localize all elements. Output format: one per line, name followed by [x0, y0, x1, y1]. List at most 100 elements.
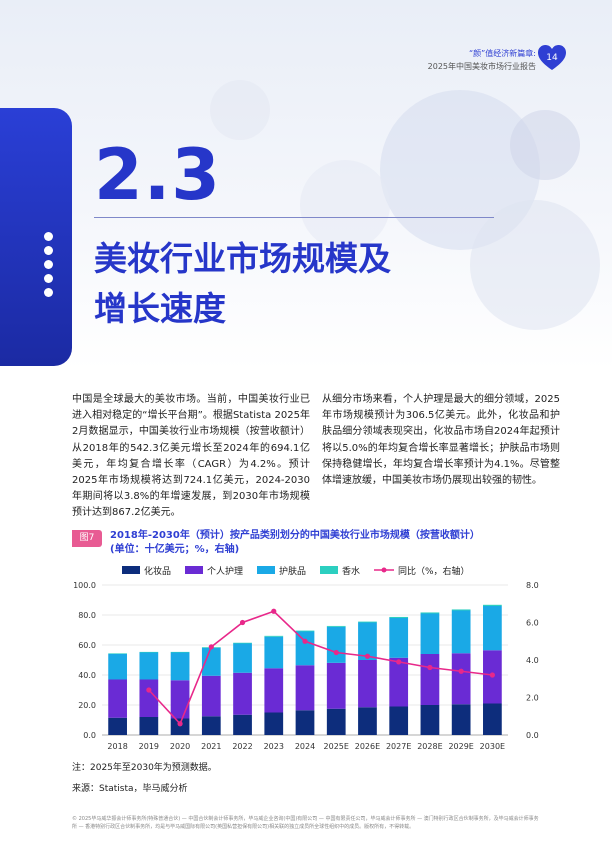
yoy-point	[208, 644, 214, 650]
legal-footer: © 2025毕马威华振会计师事务所(特殊普通合伙) — 中国合伙制会计师事务所，…	[72, 816, 539, 830]
bar-segment	[233, 672, 252, 715]
legend-swatch	[185, 566, 203, 574]
bar-segment	[170, 718, 190, 735]
section-title: 美妆行业市场规模及 增长速度	[94, 234, 391, 334]
decor-circle	[470, 200, 600, 330]
legend-label: 化妆品	[144, 565, 171, 577]
y-tick-left: 40.0	[78, 671, 96, 680]
bar-segment	[389, 616, 409, 618]
bar-segment	[420, 612, 440, 614]
bar-segment	[233, 642, 252, 644]
y-tick-right: 6.0	[526, 619, 539, 628]
section-title-line1: 美妆行业市场规模及	[94, 239, 391, 278]
bar-segment	[295, 631, 315, 666]
bar-segment	[264, 668, 284, 713]
yoy-line	[148, 610, 493, 726]
yoy-point	[239, 619, 246, 626]
y-tick-left: 0.0	[83, 731, 96, 740]
bar-segment	[451, 704, 471, 735]
bar-segment	[295, 665, 315, 711]
bar-segment	[451, 653, 471, 705]
y-tick-right: 8.0	[526, 581, 539, 590]
body-left-paragraph: 中国是全球最大的美妆市场。当前，中国美妆行业已进入相对稳定的“增长平台期”。根据…	[72, 394, 310, 519]
page-number: 14	[546, 53, 558, 63]
heart-icon: 14	[538, 45, 566, 70]
yoy-point	[302, 638, 308, 644]
figure-note: 注：2025年至2030年为预测数据。	[72, 763, 217, 773]
legend-label: 个人护理	[207, 565, 243, 577]
bar-segment	[295, 630, 315, 632]
x-tick-label: 2018	[107, 742, 127, 751]
hero-banner	[0, 0, 612, 370]
bar-segment	[139, 652, 159, 680]
bar-segment	[483, 703, 502, 735]
x-tick-label: 2026E	[355, 742, 380, 751]
x-tick-label: 2028E	[417, 742, 442, 751]
legend-label: 护肤品	[279, 565, 306, 577]
side-accent-panel	[0, 108, 72, 366]
bar-segment	[170, 652, 190, 681]
legend-swatch	[257, 566, 275, 574]
yoy-point	[271, 608, 277, 614]
bar-segment	[389, 657, 409, 707]
x-tick-label: 2021	[201, 742, 221, 751]
figure-title-line1: 2018年-2030年（预计）按产品类别划分的中国美妆行业市场规模（按营收额计）	[110, 530, 480, 541]
x-tick-label: 2027E	[386, 742, 411, 751]
y-tick-left: 60.0	[78, 641, 96, 650]
legend-label: 香水	[342, 565, 360, 577]
figure-title-line2: (单位：十亿美元；%，右轴)	[110, 544, 240, 555]
report-header: “颜”值经济新篇章: 2025年中国美妆市场行业报告	[428, 47, 536, 73]
bar-segment	[358, 622, 377, 660]
y-tick-left: 80.0	[78, 611, 96, 620]
bar-segment	[264, 636, 284, 669]
bar-segment	[264, 712, 284, 735]
market-size-chart: 化妆品 个人护理 护肤品 香水 同比（%，右轴） 0.0 20.0 40.0 60.0 80.0 1…	[73, 565, 539, 751]
bar-segment	[108, 679, 127, 718]
decor-circle	[510, 110, 580, 180]
yoy-point	[427, 664, 433, 671]
bar-segment	[233, 714, 252, 735]
y-tick-left: 20.0	[78, 701, 96, 710]
bar-segment	[451, 610, 471, 654]
bar-segment	[326, 662, 346, 709]
bar-segment	[326, 625, 346, 627]
heart-page-badge: 14	[538, 45, 566, 71]
legend-label: 同比（%，右轴）	[398, 565, 470, 577]
bar-segment	[295, 710, 315, 735]
bar-segment	[358, 707, 377, 735]
header-subtitle: 2025年中国美妆市场行业报告	[427, 62, 536, 71]
section-number: 2.3	[94, 134, 222, 216]
chart-container: 化妆品 个人护理 护肤品 香水 同比（%，右轴） 0.0 20.0 40.0 60.0 80.0 1…	[60, 560, 560, 759]
bar-segment	[420, 654, 440, 705]
x-tick-label: 2025E	[324, 742, 349, 751]
decor-circle	[300, 160, 390, 250]
x-tick-label: 2029E	[448, 742, 473, 751]
y-tick-right: 4.0	[526, 656, 539, 665]
bar-segment	[139, 679, 159, 717]
x-tick-label: 2023	[264, 742, 284, 751]
bar-segment	[201, 648, 221, 676]
bar-segment	[108, 653, 127, 654]
figure-source: 来源：Statista，毕马威分析	[72, 784, 188, 794]
bar-segment	[326, 708, 346, 735]
y-tick-right: 2.0	[526, 694, 539, 703]
bar-segment	[358, 660, 377, 708]
yoy-point	[489, 672, 495, 678]
yoy-point	[333, 649, 339, 656]
yoy-point	[458, 668, 464, 674]
section-title-line2: 增长速度	[94, 289, 226, 328]
bar-segment	[483, 606, 502, 651]
x-tick-label: 2024	[295, 742, 315, 751]
yoy-point	[177, 721, 183, 727]
bar-segment	[170, 680, 190, 719]
legend-swatch	[320, 566, 338, 574]
x-tick-label: 2019	[139, 742, 159, 751]
body-right-paragraph: 从细分市场来看，个人护理是最大的细分领域，2025年市场规模预计为306.5亿美…	[322, 394, 560, 487]
bar-segment	[139, 651, 159, 653]
bar-segment	[264, 635, 284, 637]
y-tick-left: 100.0	[73, 581, 96, 590]
bar-segment	[139, 717, 159, 735]
header-brand: “颜”值经济新篇章:	[469, 49, 536, 58]
x-tick-label: 2020	[170, 742, 190, 751]
decor-circle	[210, 80, 270, 140]
